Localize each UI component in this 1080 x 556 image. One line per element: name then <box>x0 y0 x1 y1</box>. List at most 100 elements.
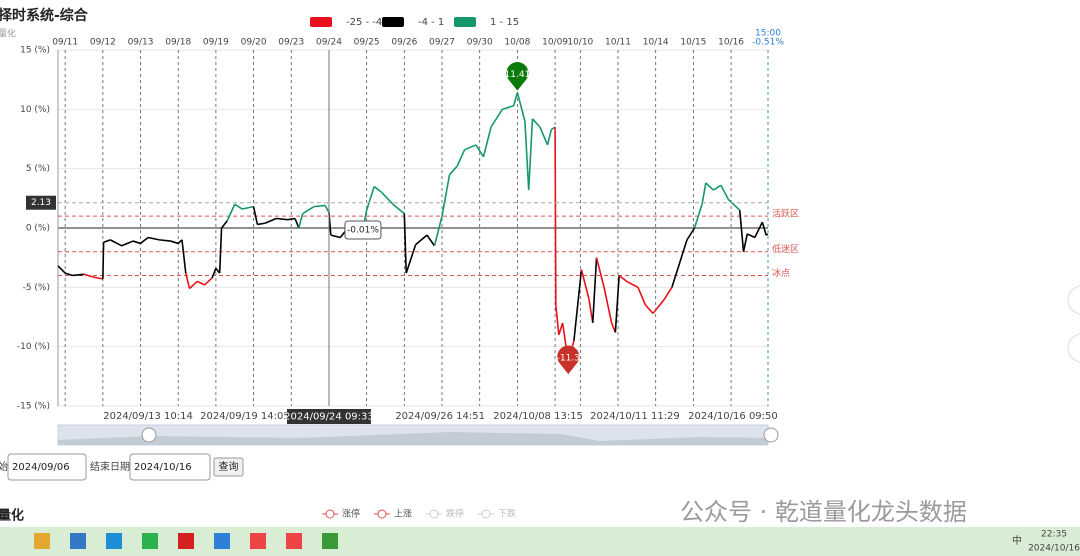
current-time: 15:00 <box>755 29 781 39</box>
line-segment <box>456 149 466 167</box>
line-segment <box>91 275 104 280</box>
line-segment <box>765 233 769 236</box>
end-date: 2024/10/16 <box>134 462 192 473</box>
line-segment <box>365 186 375 211</box>
line-segment <box>502 105 514 111</box>
slider-preview <box>58 432 768 445</box>
line-segment <box>373 185 383 194</box>
y-tick-label: 15 (%) <box>20 46 50 56</box>
legend-label: -25 - -4 <box>346 17 382 28</box>
line-segment <box>403 213 408 274</box>
line-segment <box>671 263 681 288</box>
start-date-input[interactable] <box>7 453 87 481</box>
app-icon[interactable] <box>322 533 338 549</box>
line-segment <box>652 298 665 314</box>
line-segment <box>573 269 583 341</box>
app-icon[interactable] <box>178 533 194 549</box>
y-tick-label: -15 (%) <box>17 402 50 412</box>
section-legend-dot <box>377 509 387 519</box>
app-icon[interactable] <box>34 533 50 549</box>
line-segment <box>83 273 92 278</box>
marker-pin <box>557 345 580 375</box>
legend-swatch <box>382 17 404 27</box>
start-date: 2024/09/06 <box>12 462 70 473</box>
line-segment <box>591 257 598 323</box>
y-tick-label: -10 (%) <box>17 342 50 352</box>
taskbar-icons <box>34 533 338 549</box>
line-segment <box>102 242 105 280</box>
line-segment <box>742 233 749 252</box>
line-segment <box>516 92 526 122</box>
line-segment <box>618 274 628 283</box>
line-segment <box>132 240 141 245</box>
current-value: -0.51% <box>752 38 784 48</box>
section-legend-label: 上涨 <box>394 509 412 520</box>
side-button[interactable] <box>1067 285 1080 315</box>
end-date-input[interactable] <box>129 453 211 481</box>
line-segment <box>426 234 436 247</box>
x-tick-label: 10/16 <box>718 38 744 48</box>
line-segment <box>539 126 549 146</box>
x-bottom-label: 2024/10/16 09:50 <box>688 411 778 422</box>
line-segment <box>614 275 620 333</box>
line-segment <box>626 280 639 289</box>
line-segment <box>294 218 300 229</box>
line-segment <box>302 205 315 215</box>
ime[interactable]: 中 <box>1012 534 1022 547</box>
app-icon[interactable] <box>70 533 86 549</box>
line-segment <box>686 227 696 241</box>
legend-swatch <box>454 17 476 27</box>
section-legend-label: 下跌 <box>498 509 516 520</box>
y-tick-label: 5 (%) <box>26 164 50 174</box>
line-segment <box>701 182 707 205</box>
line-segment <box>324 205 330 213</box>
line-segment <box>330 234 341 239</box>
slider-handle[interactable] <box>763 427 779 443</box>
slider-handle[interactable] <box>141 427 157 443</box>
query-button[interactable] <box>213 457 244 477</box>
app-icon[interactable] <box>142 533 158 549</box>
app-icon[interactable] <box>286 533 302 549</box>
line-segment <box>663 286 673 300</box>
x-bottom-label: 2024/10/08 13:15 <box>493 411 583 422</box>
section-legend-dot <box>481 509 491 519</box>
app-icon[interactable] <box>250 533 266 549</box>
x-tick-label: 09/25 <box>354 38 380 48</box>
line-segment <box>181 239 187 274</box>
x-tick-label: 10/11 <box>605 38 631 48</box>
side-button[interactable] <box>1067 333 1080 363</box>
x-tick-label: 09/23 <box>278 38 304 48</box>
line-segment <box>218 227 223 274</box>
line-segment <box>433 215 443 246</box>
watermark: 公众号 · 乾道量化龙头数据 <box>680 498 967 526</box>
x-tick-label: 10/14 <box>643 38 669 48</box>
line-segment <box>644 304 654 314</box>
line-segment <box>211 268 217 279</box>
legend-swatch <box>310 17 332 27</box>
line-segment <box>475 144 485 158</box>
tooltip-label: -0.01% <box>347 226 379 236</box>
line-segment <box>448 165 458 176</box>
x-tick-label: 10/10 <box>567 38 593 48</box>
line-segment <box>110 239 123 247</box>
line-segment <box>313 204 326 208</box>
line-segment <box>257 222 266 226</box>
line-segment <box>415 234 428 246</box>
line-segment <box>595 257 605 288</box>
line-segment <box>252 206 259 225</box>
line-segment <box>159 239 171 242</box>
end-label: 结束日期: <box>90 460 133 473</box>
taskbar <box>0 527 1080 556</box>
x-tick-label: 10/08 <box>504 38 530 48</box>
marker-label: -11.3 <box>557 354 580 364</box>
line-segment <box>754 221 764 238</box>
y-tick-label: -5 (%) <box>23 283 50 293</box>
line-segment <box>761 221 767 236</box>
x-bottom-label: 2024/09/13 10:14 <box>103 411 193 422</box>
clock-date: 2024/10/16 <box>1028 544 1080 554</box>
clock-time: 22:35 <box>1041 530 1067 540</box>
crosshair-x-box <box>286 409 371 424</box>
line-segment <box>103 239 111 243</box>
app-icon[interactable] <box>214 533 230 549</box>
app-icon[interactable] <box>106 533 122 549</box>
